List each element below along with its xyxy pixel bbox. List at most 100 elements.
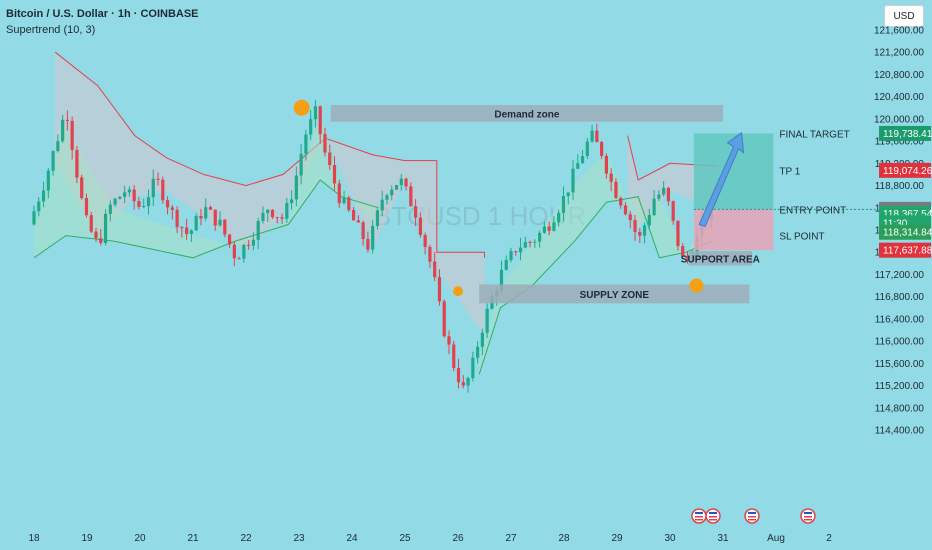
economic-event-icon[interactable]	[800, 508, 816, 524]
candle-body	[328, 152, 332, 166]
candle-body	[342, 197, 346, 204]
candle-body	[80, 177, 84, 199]
candle-body	[32, 211, 36, 225]
candle-body	[294, 175, 298, 200]
price-tick-label: 114,800.00	[875, 403, 925, 414]
time-tick-label: 27	[505, 533, 517, 544]
candle-body	[89, 215, 93, 232]
candle-body	[414, 206, 418, 218]
flag-stripe	[695, 516, 703, 518]
pivot-marker	[293, 99, 310, 116]
candle-body	[538, 232, 542, 242]
time-tick-label: 28	[558, 533, 570, 544]
candle-body	[518, 247, 523, 253]
candle-body	[156, 178, 160, 180]
candle-body	[662, 187, 666, 195]
candle-body	[213, 209, 217, 226]
candle-body	[542, 226, 546, 233]
candle-body	[199, 215, 203, 219]
price-label: 118,314.84	[883, 228, 932, 239]
supertrend-lower-line-fill	[34, 113, 379, 258]
candle-body	[361, 222, 365, 240]
zones-layer: Demand zone SUPPLY ZONE SUPPORT AREA	[330, 105, 760, 304]
candle-body	[332, 165, 337, 184]
economic-event-icon[interactable]	[705, 508, 721, 524]
zone-box-1	[479, 284, 750, 304]
flag-stripe	[695, 519, 703, 521]
price-axis[interactable]: 114,400.00 114,800.00 115,200.00 115,600.00…	[874, 26, 932, 437]
candle-body	[237, 258, 241, 260]
candle-body	[604, 155, 608, 174]
time-tick-label: 24	[346, 533, 358, 544]
candle-body	[347, 197, 351, 211]
candle-body	[280, 217, 284, 219]
time-tick-label: 2	[826, 533, 832, 544]
indicator-label[interactable]: Supertrend (10, 3)	[6, 24, 96, 36]
price-tick-label: 118,800.00	[875, 181, 925, 192]
candle-body	[523, 242, 527, 248]
candle-body	[681, 246, 685, 257]
candle-body	[208, 207, 213, 210]
flag-stripe	[748, 512, 756, 514]
annotation-tp-1: TP 1	[779, 166, 800, 177]
price-tick-label: 115,200.00	[875, 381, 925, 392]
candle-body	[590, 130, 594, 142]
candle-body	[666, 187, 671, 202]
time-tick-label: 20	[134, 533, 146, 544]
candle-body	[56, 141, 60, 152]
time-tick-label: 18	[28, 533, 40, 544]
candle-body	[375, 210, 380, 226]
candle-body	[566, 192, 570, 197]
candle-body	[385, 195, 389, 200]
candle-body	[399, 178, 403, 186]
candle-body	[251, 239, 256, 246]
candle-body	[461, 382, 465, 386]
candle-body	[323, 134, 327, 153]
candle-body	[600, 142, 604, 156]
candle-body	[471, 357, 475, 379]
price-label: 117,637.88	[883, 246, 932, 257]
candle-body	[37, 201, 41, 212]
candle-body	[165, 200, 170, 208]
time-tick-label: 21	[187, 533, 199, 544]
candle-body	[247, 244, 251, 246]
price-label: 118,367.54	[883, 209, 932, 220]
price-tick-label: 121,200.00	[874, 48, 924, 59]
candle-body	[499, 269, 504, 291]
price-tick-label: 116,400.00	[875, 314, 925, 325]
candle-body	[204, 207, 208, 219]
candle-body	[113, 198, 117, 205]
candle-body	[351, 210, 356, 221]
price-label: 119,738.41	[883, 129, 932, 140]
currency-button[interactable]: USD	[884, 5, 924, 27]
price-tick-label: 121,600.00	[874, 26, 924, 37]
symbol-title: Bitcoin / U.S. Dollar · 1h · COINBASE	[6, 8, 199, 20]
candle-body	[127, 189, 131, 193]
pivot-marker	[689, 278, 704, 293]
candle-body	[394, 185, 399, 190]
time-tick-label: 22	[240, 533, 252, 544]
candle-body	[657, 194, 661, 199]
price-tick-label: 116,000.00	[875, 337, 925, 348]
time-axis[interactable]: 18 19 20 21 22 23 24 25 26 27 28 29 30 31 Aug 2	[28, 533, 832, 544]
candle-body	[619, 197, 623, 206]
candle-body	[146, 197, 151, 207]
time-tick-label: 30	[664, 533, 676, 544]
candle-body	[118, 196, 122, 199]
candle-body	[99, 238, 103, 244]
candle-body	[595, 130, 599, 143]
candle-body	[137, 201, 141, 207]
economic-event-icon[interactable]	[744, 508, 760, 524]
candle-body	[633, 220, 637, 232]
candle-body	[433, 261, 437, 278]
economic-event-icon[interactable]	[691, 508, 707, 524]
price-label-box	[879, 125, 931, 141]
candle-body	[256, 220, 260, 240]
price-label: 119,074.26	[883, 166, 932, 177]
candle-body	[452, 344, 456, 368]
price-tick-label: 119,600.00	[875, 137, 925, 148]
candle-body	[242, 244, 246, 259]
zone-box-2	[688, 251, 753, 266]
candle-body	[685, 256, 690, 259]
